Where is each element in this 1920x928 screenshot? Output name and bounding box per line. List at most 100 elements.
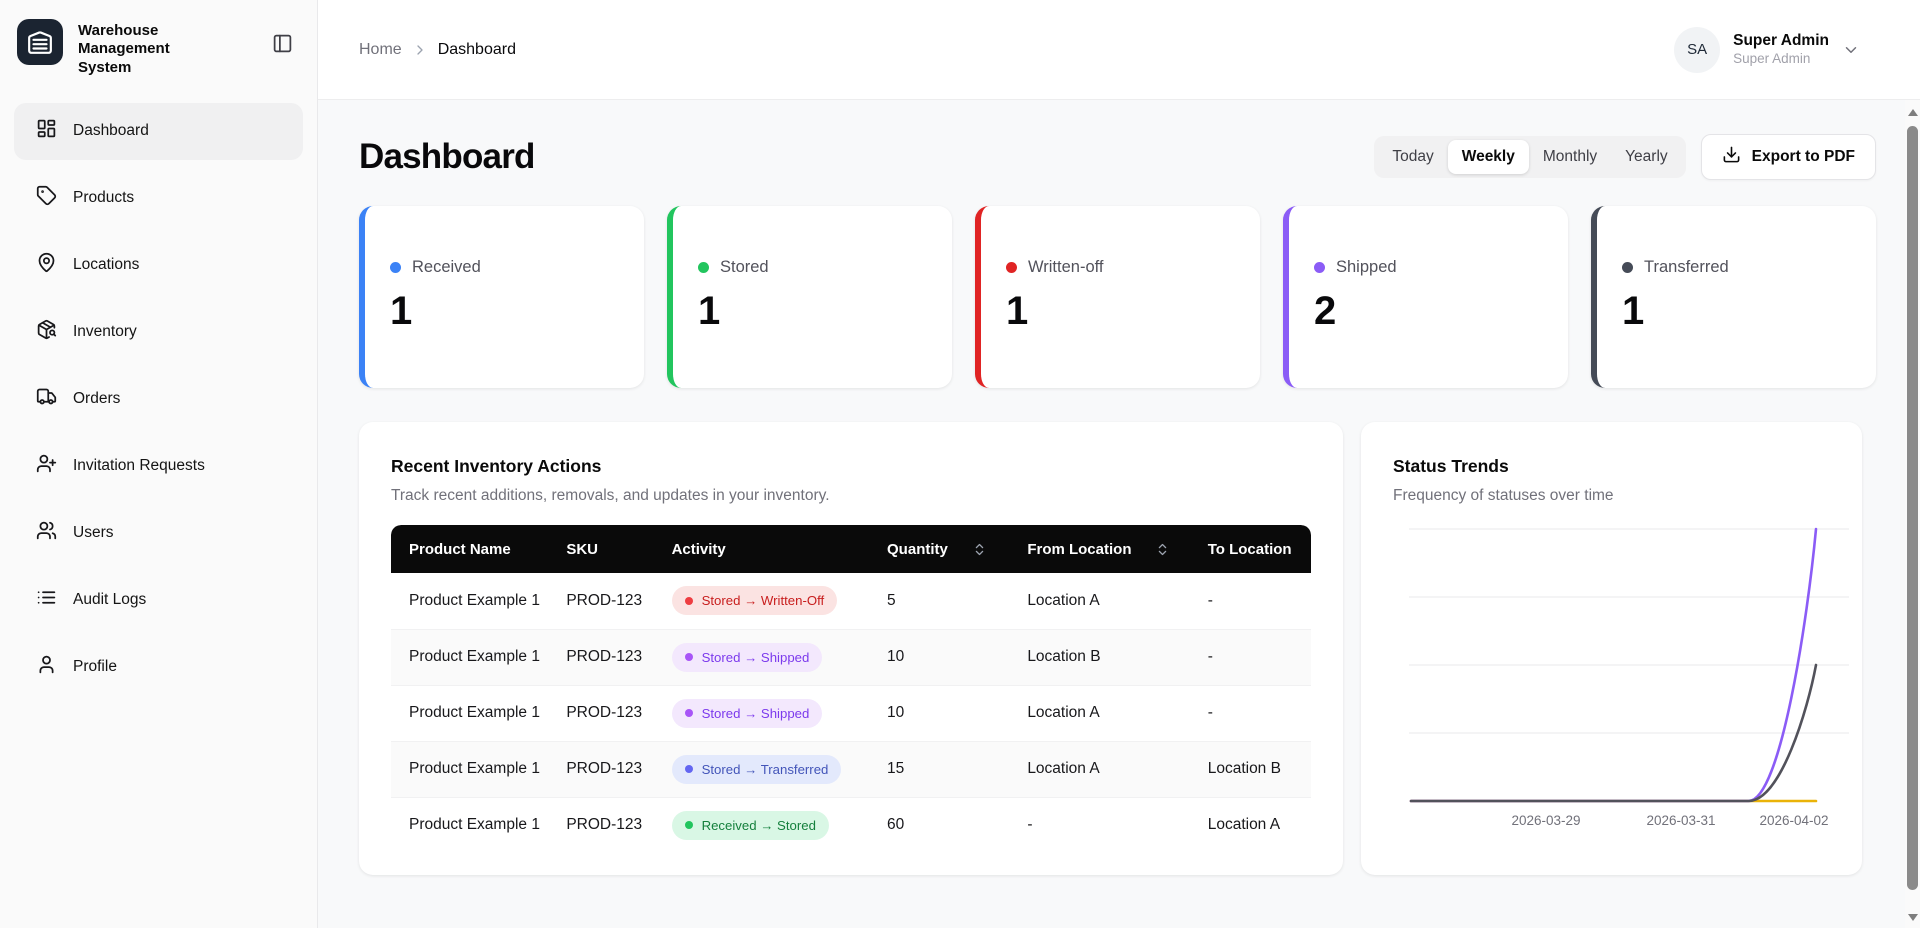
column-header-activity: Activity xyxy=(659,525,876,573)
status-trends-subtitle: Frequency of statuses over time xyxy=(1393,487,1614,504)
sidebar-item-label: Audit Logs xyxy=(73,591,147,609)
svg-text:2026-03-31: 2026-03-31 xyxy=(1646,813,1715,828)
sidebar-header: Warehouse Management System xyxy=(0,0,317,89)
table-row: Product Example 1 PROD-123 Received → Stor… xyxy=(391,796,1311,852)
app-title: Warehouse Management System xyxy=(78,22,170,76)
status-dot-icon xyxy=(698,262,709,273)
tab-today[interactable]: Today xyxy=(1392,148,1434,165)
cell-to-location: Location A xyxy=(1195,796,1311,852)
recent-inventory-panel: Recent Inventory Actions Track recent ad… xyxy=(359,422,1343,875)
status-dot-icon xyxy=(1314,262,1325,273)
table-row: Product Example 1 PROD-123 Stored → Shippe… xyxy=(391,628,1311,685)
user-icon xyxy=(36,654,57,680)
time-range-tabs: Today Weekly Monthly Yearly xyxy=(1374,136,1686,178)
export-pdf-button[interactable]: Export to PDF xyxy=(1700,134,1876,180)
cell-quantity: 5 xyxy=(887,591,896,609)
cell-quantity: 10 xyxy=(875,628,1016,685)
activity-badge: Stored → Shipped xyxy=(671,698,823,728)
chevron-right-icon xyxy=(412,42,428,58)
export-pdf-label: Export to PDF xyxy=(1751,148,1855,165)
table-row: Product Example 1 PROD-123 Stored → Shippe… xyxy=(391,684,1311,741)
stat-value: 2 xyxy=(1314,289,1337,333)
cell-product-name: Product Example 1 xyxy=(409,591,540,609)
activity-badge: Stored → Transferred xyxy=(671,754,842,784)
user-plus-icon xyxy=(36,453,57,479)
cell-to-location: - xyxy=(1207,591,1213,609)
column-header-to-location: To Location xyxy=(1195,525,1311,573)
sidebar-item-label: Orders xyxy=(73,390,121,408)
column-header-product-name: Product Name xyxy=(391,525,555,573)
cell-sku: PROD-123 xyxy=(554,796,660,852)
status-trends-chart: 2026-03-29 2026-03-31 2026-04-02 xyxy=(1393,525,1849,833)
sidebar-item-dashboard[interactable]: Dashboard xyxy=(14,102,303,160)
sidebar-item-locations[interactable]: Locations xyxy=(14,237,303,294)
svg-text:2026-04-02: 2026-04-02 xyxy=(1759,813,1828,828)
column-header-from-location[interactable]: From Location xyxy=(1015,525,1196,573)
map-pin-icon xyxy=(36,252,57,278)
breadcrumb-home-link[interactable]: Home xyxy=(359,40,402,58)
status-dot-icon xyxy=(390,262,401,273)
sidebar-item-orders[interactable]: Orders xyxy=(14,371,303,428)
page-scrollbar[interactable] xyxy=(1905,100,1920,928)
tab-weekly[interactable]: Weekly xyxy=(1447,140,1529,174)
status-dot-icon xyxy=(684,653,693,661)
column-header-sku: SKU xyxy=(554,525,660,573)
cell-sku: PROD-123 xyxy=(566,591,643,609)
cell-quantity: 60 xyxy=(875,796,1016,852)
cell-activity: Stored → Shipped xyxy=(659,684,876,741)
status-dot-icon xyxy=(684,765,693,773)
page-title: Dashboard xyxy=(359,137,535,176)
status-trends-panel: Status Trends Frequency of statuses over… xyxy=(1361,422,1862,875)
stats-row: Received 1 Stored 1 Written-off 1 Shipped 2 Tran… xyxy=(359,206,1876,388)
user-name: Super Admin xyxy=(1733,32,1829,50)
sidebar-item-label: Inventory xyxy=(73,323,137,341)
scrollbar-down-arrow[interactable] xyxy=(1907,914,1918,921)
cell-product-name: Product Example 1 xyxy=(391,740,555,797)
cell-to-location: - xyxy=(1195,628,1311,685)
cell-from-location: - xyxy=(1015,796,1196,852)
recent-inventory-title: Recent Inventory Actions xyxy=(391,456,602,476)
user-menu[interactable]: SA Super Admin Super Admin xyxy=(1674,26,1860,73)
cell-product-name: Product Example 1 xyxy=(391,796,555,852)
recent-inventory-subtitle: Track recent additions, removals, and up… xyxy=(391,487,830,504)
warehouse-logo-icon xyxy=(17,19,63,65)
layout-dashboard-icon xyxy=(36,118,57,144)
topbar: Home Dashboard SA Super Admin Super Admi… xyxy=(318,0,1920,100)
scrollbar-up-arrow[interactable] xyxy=(1907,109,1918,116)
cell-quantity: 15 xyxy=(875,740,1016,797)
cell-from-location: Location A xyxy=(1027,591,1100,609)
sidebar-item-audit-logs[interactable]: Audit Logs xyxy=(14,572,303,629)
status-dot-icon xyxy=(684,821,693,830)
sidebar-item-products[interactable]: Products xyxy=(14,170,303,227)
sidebar-item-inventory[interactable]: Inventory xyxy=(14,304,303,361)
breadcrumb: Home Dashboard xyxy=(359,41,516,59)
tab-yearly[interactable]: Yearly xyxy=(1625,148,1668,165)
stat-card-stored: Stored 1 xyxy=(667,206,952,388)
scrollbar-thumb[interactable] xyxy=(1907,126,1918,890)
table-row: Product Example 1 PROD-123 Stored → Transf… xyxy=(391,740,1311,797)
cell-from-location: Location A xyxy=(1015,740,1196,797)
column-header-quantity[interactable]: Quantity xyxy=(875,525,1016,573)
cell-from-location: Location A xyxy=(1015,684,1196,741)
package-search-icon xyxy=(36,319,57,345)
svg-text:2026-03-29: 2026-03-29 xyxy=(1511,813,1580,828)
sidebar-item-label: Users xyxy=(73,524,114,542)
stat-card-transferred: Transferred 1 xyxy=(1591,206,1876,388)
sort-icon[interactable] xyxy=(972,542,987,557)
status-dot-icon xyxy=(1622,262,1633,273)
cell-sku: PROD-123 xyxy=(554,684,660,741)
tab-monthly[interactable]: Monthly xyxy=(1542,148,1598,165)
inventory-table: Product Name SKU Activity Quantity From Loca… xyxy=(391,525,1311,852)
activity-badge: Received → Stored xyxy=(671,810,829,840)
stat-card-written-off: Written-off 1 xyxy=(975,206,1260,388)
cell-sku: PROD-123 xyxy=(554,740,660,797)
stat-value: 1 xyxy=(1006,289,1029,333)
cell-to-location: - xyxy=(1195,684,1311,741)
sidebar-item-invitation-requests[interactable]: Invitation Requests xyxy=(14,438,303,495)
sort-icon[interactable] xyxy=(1155,542,1170,557)
sidebar-toggle-button[interactable] xyxy=(266,27,299,63)
user-role: Super Admin xyxy=(1733,50,1811,66)
sidebar-item-profile[interactable]: Profile xyxy=(14,639,303,696)
sidebar-item-users[interactable]: Users xyxy=(14,505,303,562)
